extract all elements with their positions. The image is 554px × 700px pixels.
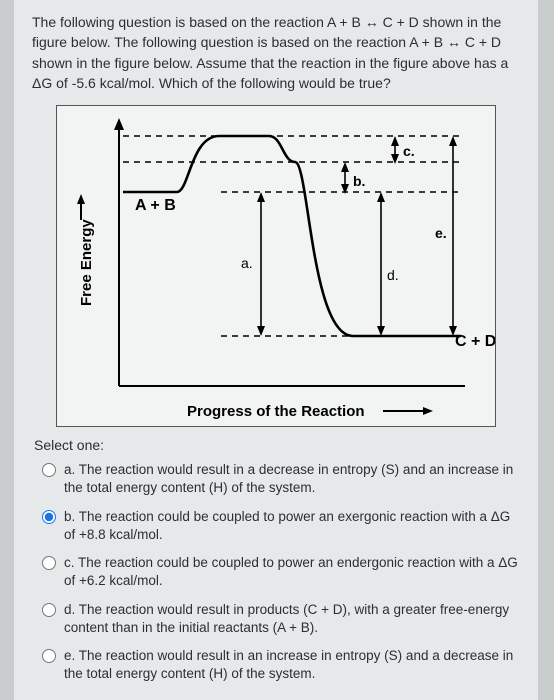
reactant-label: A + B	[135, 197, 176, 214]
product-label: C + D	[455, 333, 495, 350]
radio-b[interactable]	[42, 510, 56, 524]
choice-a-text: a. The reaction would result in a decrea…	[64, 461, 518, 497]
select-one-label: Select one:	[34, 437, 520, 453]
question-sheet: The following question is based on the r…	[14, 0, 538, 700]
y-axis-label: Free Energy	[78, 219, 95, 306]
choice-b-text: b. The reaction could be coupled to powe…	[64, 508, 518, 544]
energy-diagram-figure: Free Energy Progress of the Reaction	[56, 105, 496, 427]
x-axis-label: Progress of the Reaction	[187, 403, 365, 420]
annotation-a: a.	[241, 255, 253, 271]
radio-e[interactable]	[42, 649, 56, 663]
energy-diagram-svg: Free Energy Progress of the Reaction	[57, 106, 495, 426]
radio-d[interactable]	[42, 603, 56, 617]
choice-e[interactable]: e. The reaction would result in an incre…	[32, 643, 520, 689]
annotation-c: c.	[403, 143, 415, 159]
radio-a[interactable]	[42, 463, 56, 477]
choice-c[interactable]: c. The reaction could be coupled to powe…	[32, 550, 520, 596]
radio-c[interactable]	[42, 556, 56, 570]
choice-b[interactable]: b. The reaction could be coupled to powe…	[32, 504, 520, 550]
annotation-d: d.	[387, 267, 399, 283]
choice-d-text: d. The reaction would result in products…	[64, 601, 518, 637]
choice-d[interactable]: d. The reaction would result in products…	[32, 597, 520, 643]
choice-c-text: c. The reaction could be coupled to powe…	[64, 554, 518, 590]
annotation-e: e.	[435, 225, 447, 241]
question-text: The following question is based on the r…	[32, 12, 520, 93]
annotation-b: b.	[353, 173, 365, 189]
choice-a[interactable]: a. The reaction would result in a decrea…	[32, 457, 520, 503]
choice-e-text: e. The reaction would result in an incre…	[64, 647, 518, 683]
